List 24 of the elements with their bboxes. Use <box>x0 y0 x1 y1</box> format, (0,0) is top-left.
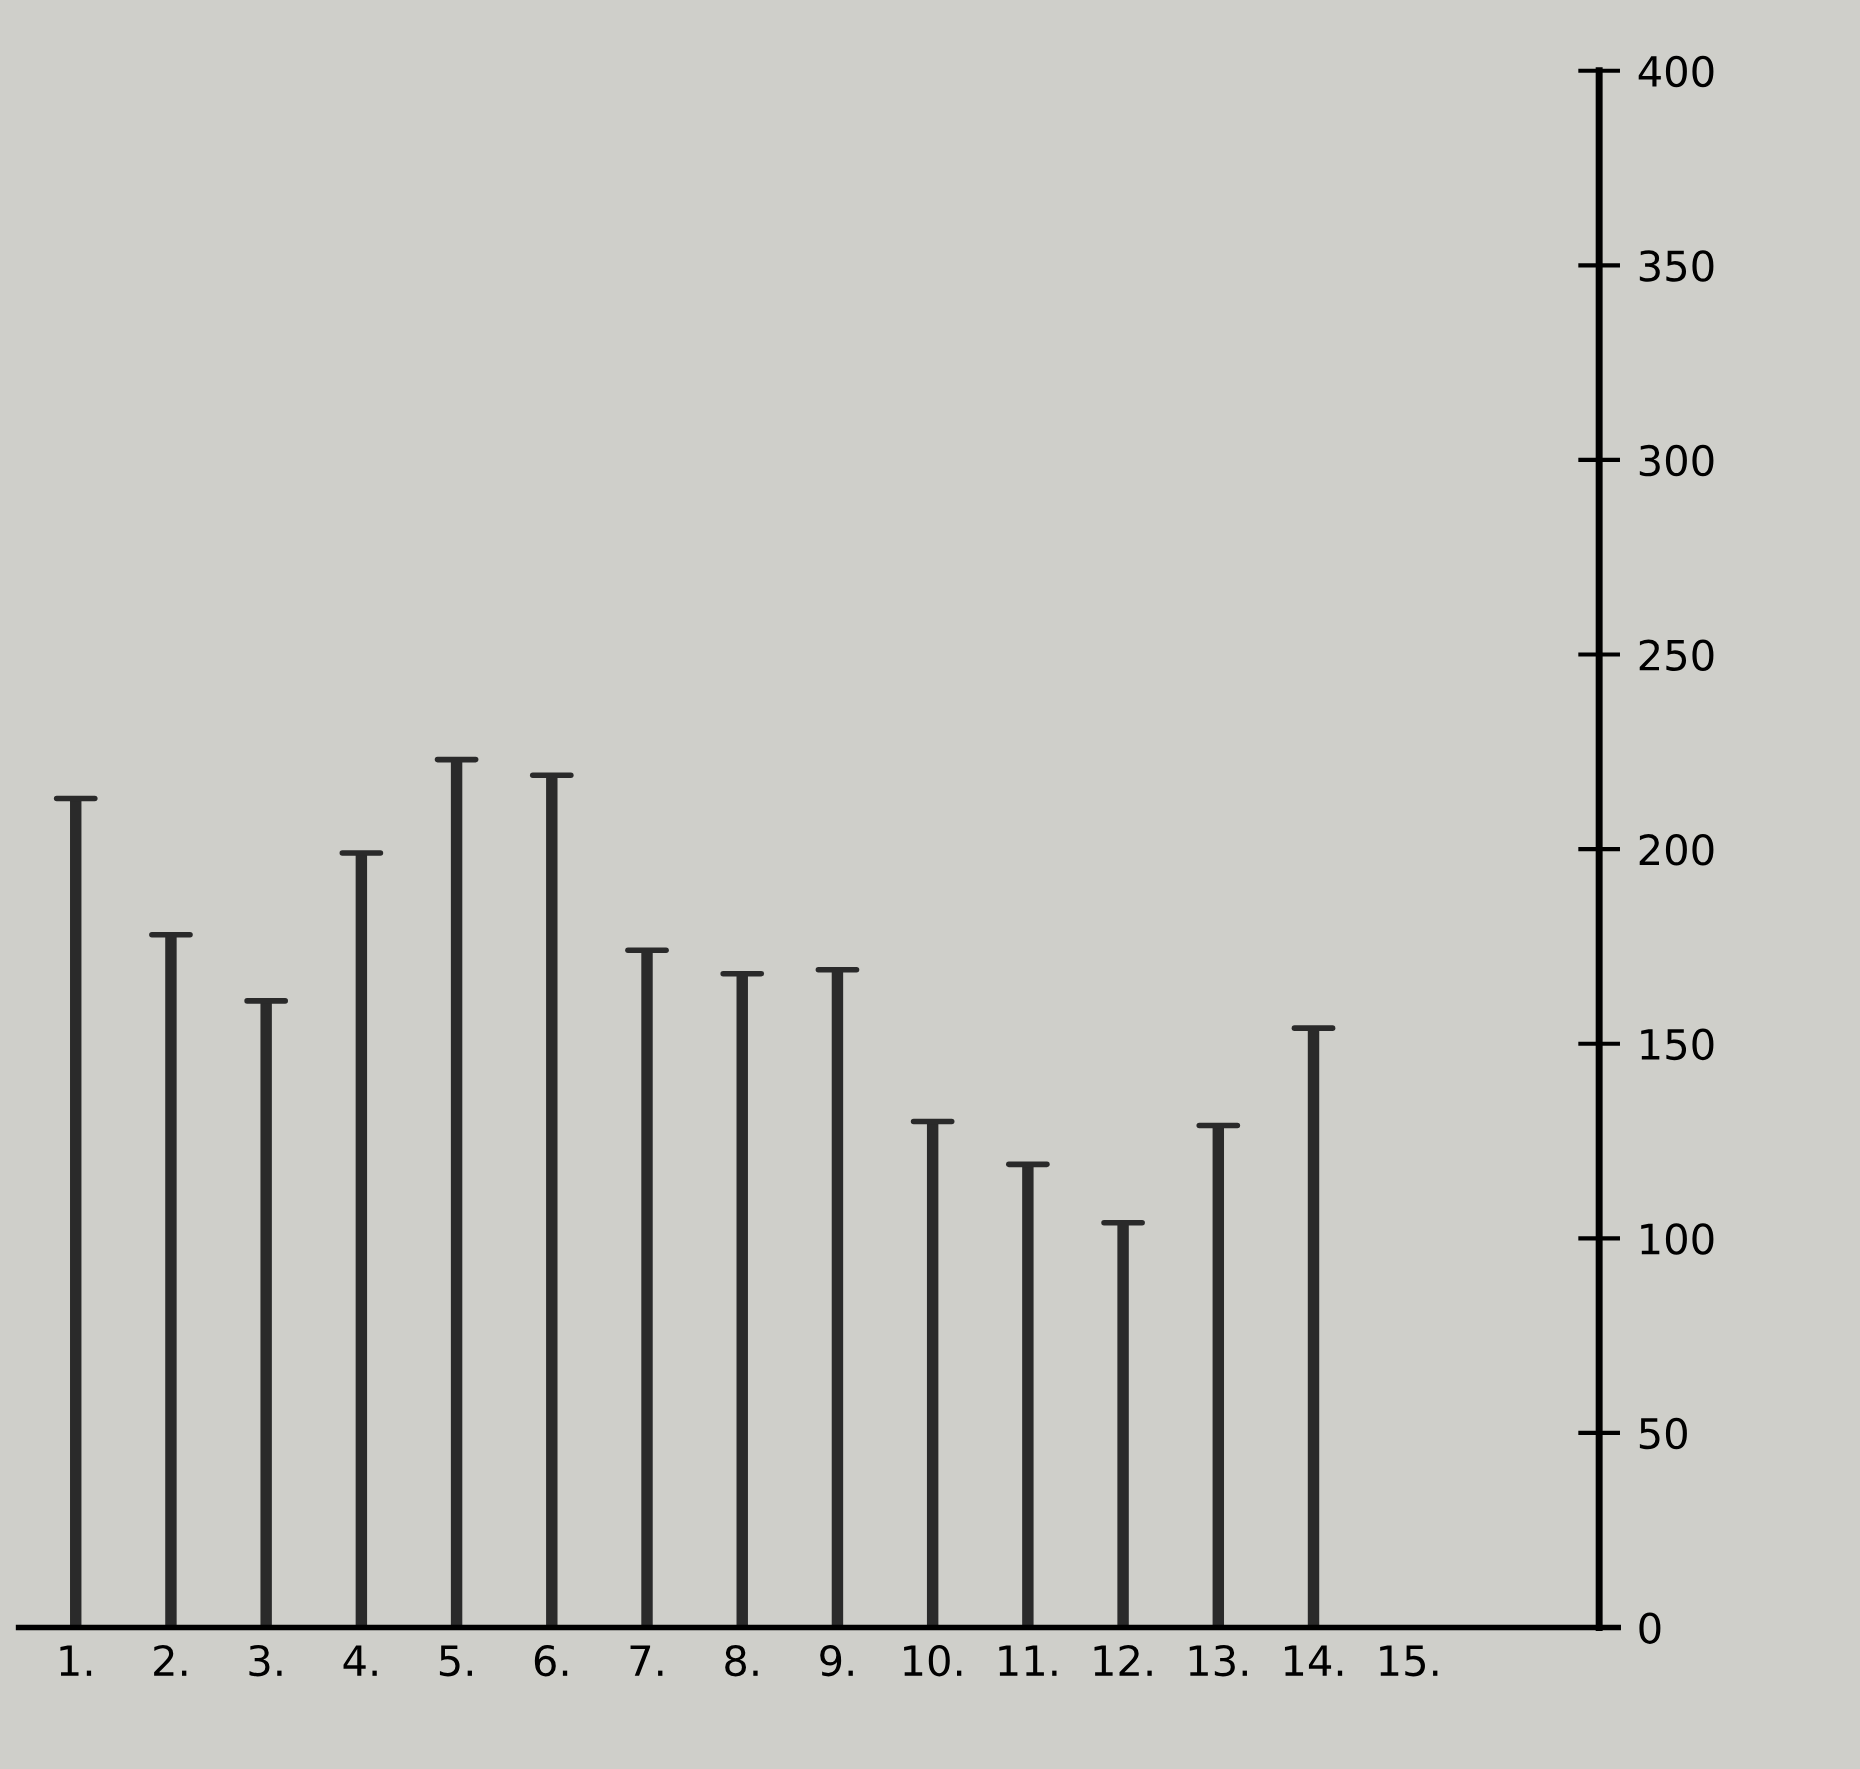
y-tick-label: 200 <box>1639 834 1714 866</box>
x-tick-label: 1. <box>60 1645 92 1676</box>
x-tick-label: 14. <box>1284 1645 1343 1676</box>
x-tick-label: 13. <box>1189 1644 1247 1677</box>
y-tick-label: 0 <box>1639 1612 1661 1644</box>
x-tick-label: 8. <box>725 1644 758 1677</box>
x-tick-label: 9. <box>820 1644 853 1677</box>
x-tick-label: 15. <box>1380 1645 1438 1677</box>
y-tick-label: 100 <box>1641 1223 1714 1255</box>
x-tick-label: 5. <box>439 1645 472 1677</box>
y-tick-label: 400 <box>1638 55 1714 88</box>
y-tick-label: 350 <box>1639 250 1714 282</box>
x-tick-label: 10. <box>904 1644 962 1677</box>
x-tick-label: 4. <box>343 1645 377 1676</box>
y-tick-label: 150 <box>1641 1028 1714 1061</box>
y-tick-label: 300 <box>1639 444 1714 477</box>
x-tick-label: 2. <box>154 1644 187 1676</box>
x-tick-label: 7. <box>630 1645 663 1676</box>
x-tick-label: 12. <box>1094 1644 1152 1676</box>
y-tick-label: 250 <box>1639 639 1714 671</box>
x-tick-label: 3. <box>249 1644 282 1677</box>
y-tick-label: 50 <box>1639 1417 1687 1450</box>
x-tick-label: 6. <box>534 1644 568 1677</box>
x-tick-label: 11. <box>999 1645 1057 1676</box>
